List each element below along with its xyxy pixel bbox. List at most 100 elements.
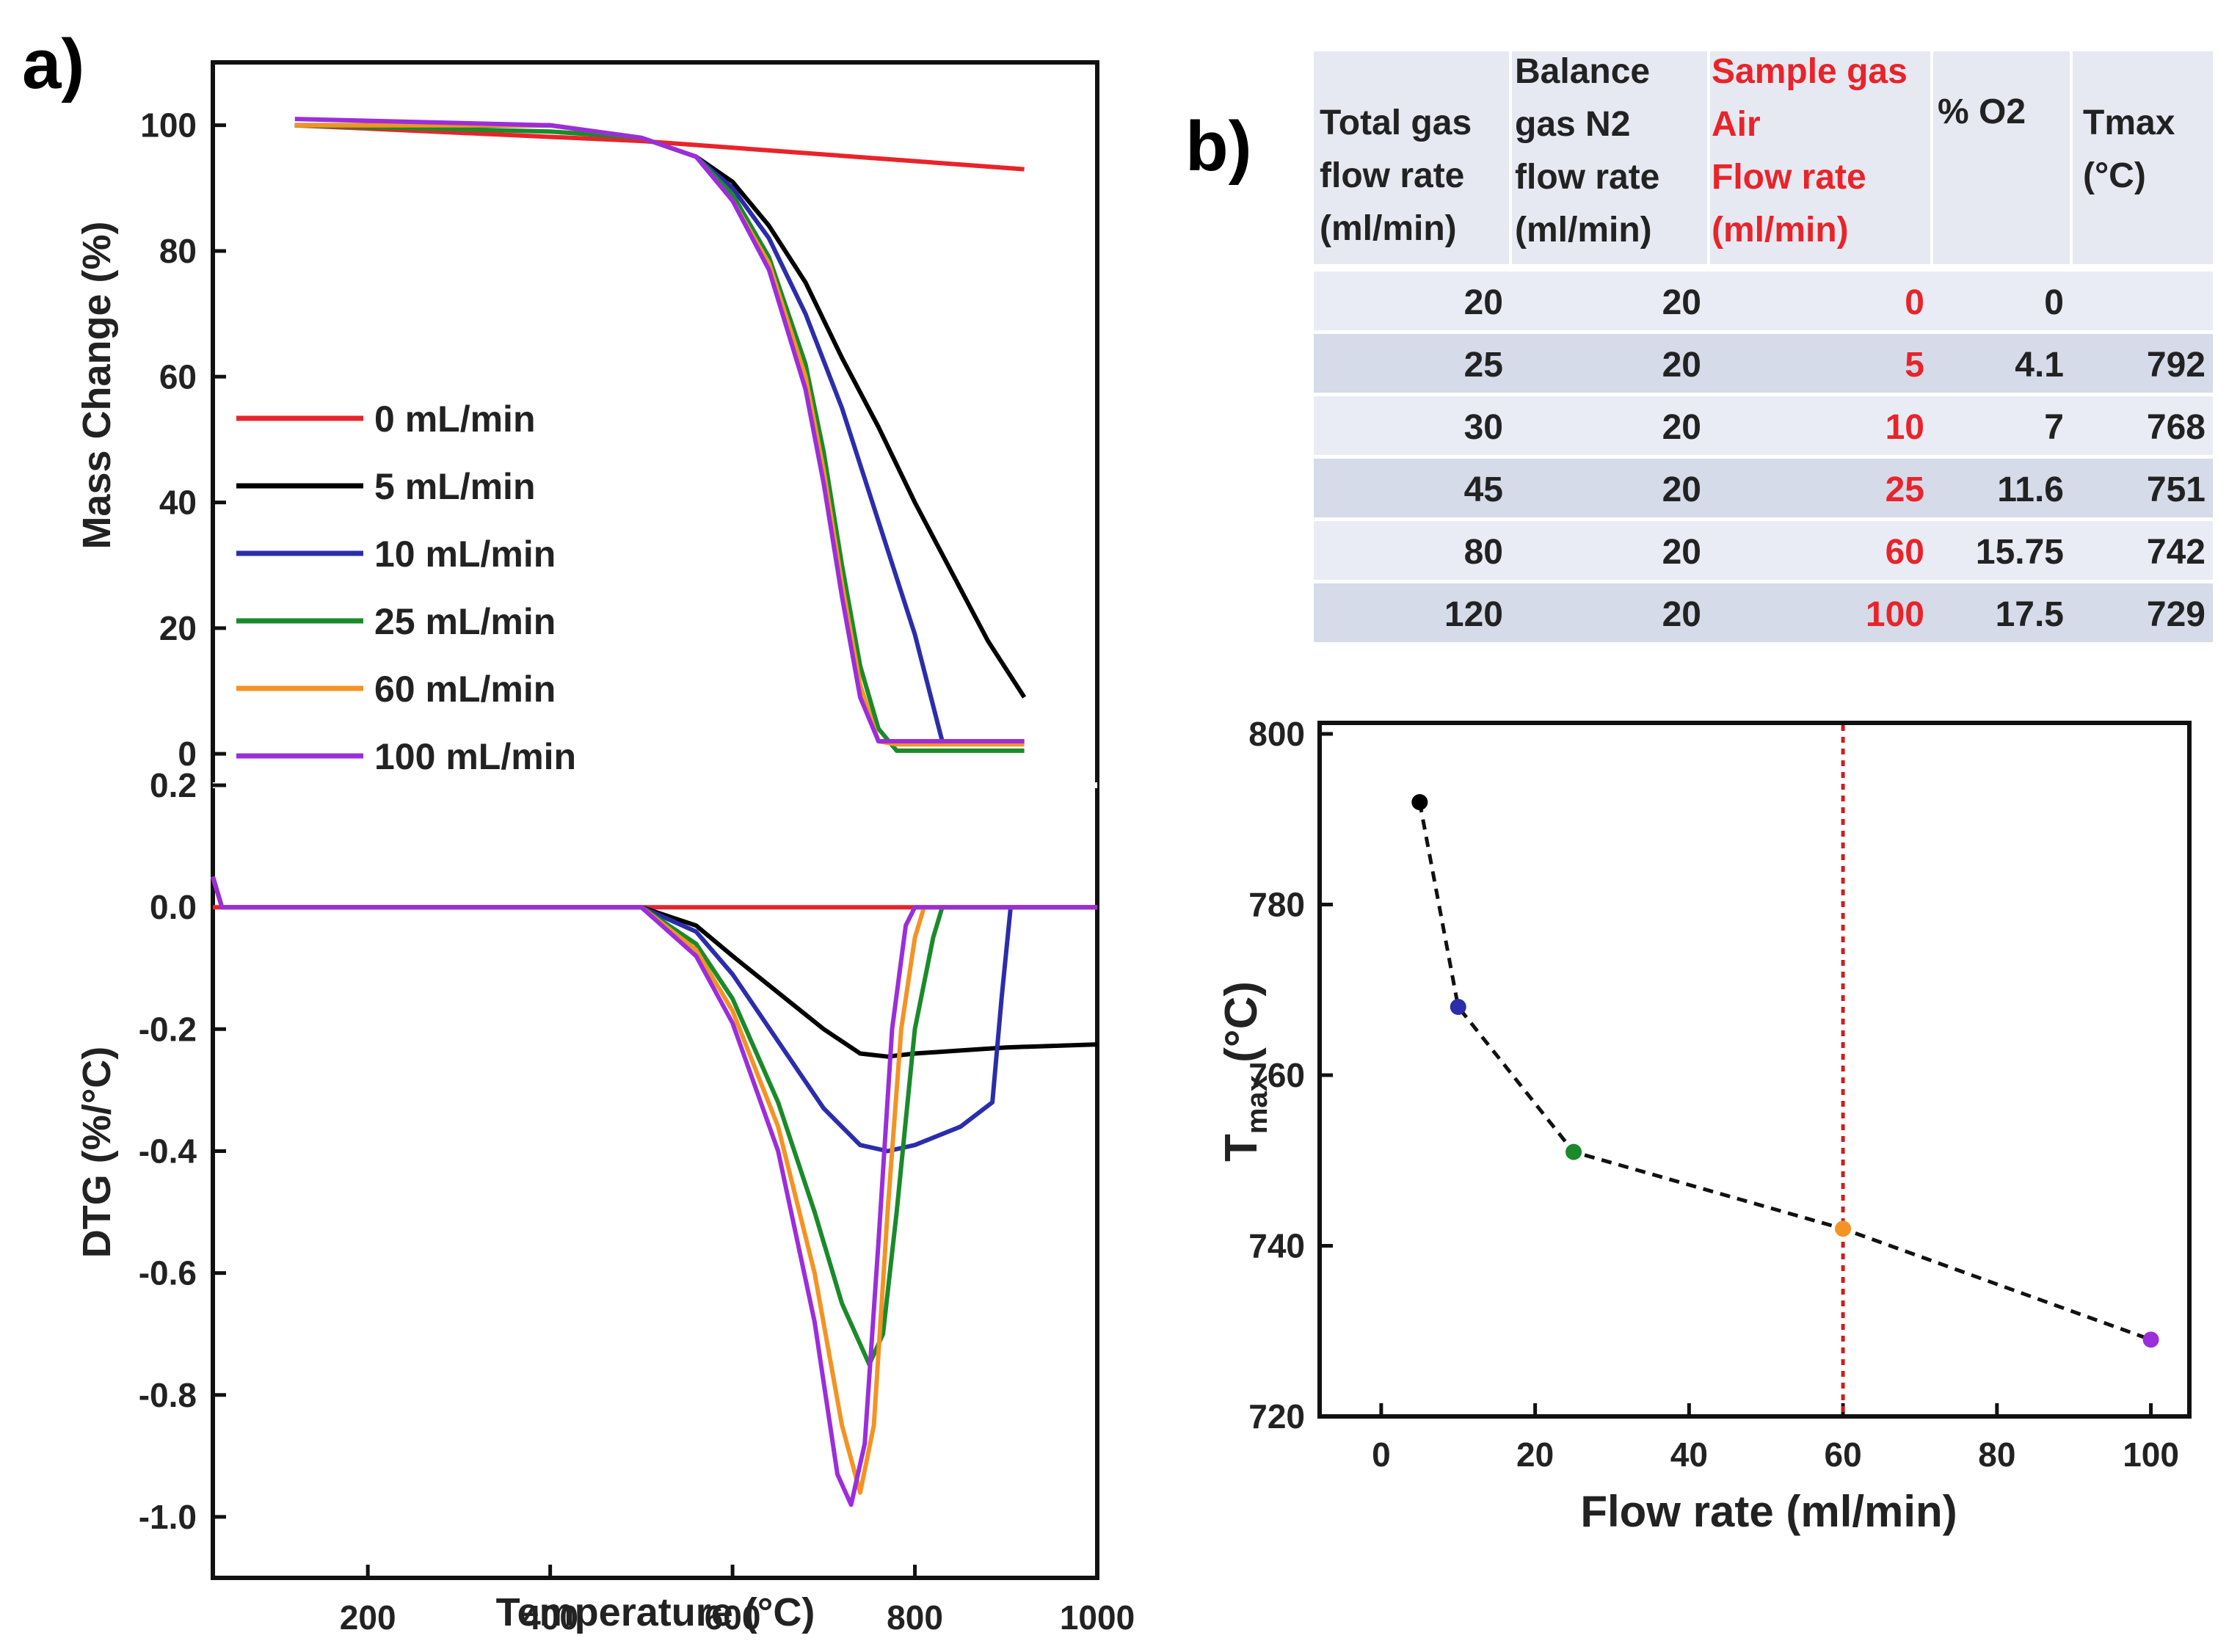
- table-cell-r1-c1: 20: [1662, 346, 1701, 385]
- dtg-plot-area: [211, 876, 1098, 1507]
- table-header-bg: [1314, 51, 2213, 264]
- tg-y-tick-60: 60: [159, 357, 197, 396]
- tmax-point-5: [1411, 794, 1428, 810]
- table-header-sample-line: Flow rate: [1712, 158, 1866, 197]
- legend-label-60-ml-min: 60 mL/min: [374, 669, 556, 710]
- tmax-x-tick-60: 60: [1825, 1436, 1862, 1474]
- tg-y-tick-20: 20: [159, 609, 197, 647]
- dtg-series-100-ml-min: [211, 876, 1097, 1507]
- table-cell-r2-c1: 20: [1662, 408, 1701, 447]
- table-cell-r2-c0: 30: [1464, 408, 1503, 447]
- dtg-y-axis: 0.2 0.0 -0.2 -0.4 -0.6 -0.8 -1.0: [139, 766, 226, 1536]
- table-cell-r2-c3: 7: [2044, 408, 2064, 447]
- tmax-y-tick-760: 760: [1248, 1056, 1305, 1094]
- table-row-bg: [1314, 396, 2213, 455]
- table-cell-r3-c1: 20: [1662, 470, 1701, 509]
- tmax-y-tick-720: 720: [1248, 1397, 1305, 1436]
- table-cell-r0-c1: 20: [1662, 283, 1701, 322]
- dtg-x-tick-1000: 1000: [1060, 1598, 1135, 1637]
- dtg-y-tick-0-2: -0.2: [139, 1010, 197, 1048]
- tmax-x-tick-0: 0: [1372, 1436, 1391, 1474]
- table-cell-r5-c1: 20: [1662, 595, 1701, 634]
- tg-series-100-ml-min: [294, 117, 1025, 743]
- table-cell-r2-c2: 10: [1886, 408, 1924, 447]
- table-cell-r1-c0: 25: [1464, 346, 1503, 385]
- tmax-point-100: [2142, 1331, 2159, 1348]
- table-cell-r4-c1: 20: [1662, 533, 1701, 572]
- table-header-sample-line: Sample gas: [1712, 52, 1908, 91]
- table-cell-r3-c3: 11.6: [1997, 470, 2064, 509]
- tmax-x-tick-20: 20: [1516, 1436, 1554, 1474]
- table-row-bg: [1314, 459, 2213, 517]
- tmax-point-10: [1450, 999, 1466, 1015]
- dtg-x-tick-400: 400: [522, 1598, 578, 1637]
- table-row-bg: [1314, 521, 2213, 580]
- tg-legend: 0 mL/min 5 mL/min 10 mL/min 25 mL/min 60 mL/…: [236, 399, 576, 777]
- tg-y-tick-40: 40: [159, 484, 197, 522]
- table-cell-r0-c3: 0: [2044, 283, 2064, 322]
- table-cell-r3-c2: 25: [1886, 470, 1924, 509]
- table-header-balance-line: (ml/min): [1515, 211, 1652, 250]
- dtg-x-tick-800: 800: [887, 1598, 943, 1637]
- dtg-y-axis-title: DTG (%/°C): [75, 1047, 119, 1259]
- dtg-x-tick-600: 600: [705, 1598, 761, 1637]
- dtg-x-tick-200: 200: [340, 1598, 396, 1637]
- table-cell-r1-c2: 5: [1905, 346, 1924, 385]
- tmax-x-tick-100: 100: [2123, 1436, 2179, 1474]
- legend-label-100-ml-min: 100 mL/min: [374, 736, 576, 777]
- panel-a-frame: [211, 60, 1099, 1580]
- table-cell-r2-c4: 768: [2147, 408, 2206, 447]
- table-cell-r4-c2: 60: [1886, 533, 1924, 572]
- table-row-bg: [1314, 334, 2213, 393]
- dtg-x-axis: 200 400 600 800 1000: [340, 1565, 1135, 1637]
- legend-label-5-ml-min: 5 mL/min: [374, 466, 535, 507]
- table-header-sample-line: (ml/min): [1712, 211, 1849, 250]
- dtg-y-tick-0-8: -0.8: [139, 1376, 197, 1414]
- tg-y-tick-100: 100: [140, 106, 197, 145]
- table-cell-r0-c0: 20: [1464, 283, 1503, 322]
- tg-y-axis-title: Mass Change (%): [75, 221, 119, 549]
- tmax-point-60: [1835, 1220, 1852, 1237]
- table-cell-r5-c3: 17.5: [1996, 595, 2064, 634]
- tmax-plot-area: [1411, 725, 2159, 1416]
- panel-label-a: a): [22, 25, 84, 103]
- table-header-total-line: flow rate: [1320, 156, 1464, 195]
- table-header-balance-line: gas N2: [1515, 105, 1630, 144]
- table-cell-r1-c3: 4.1: [2015, 346, 2064, 385]
- table-row-bg: [1314, 583, 2213, 642]
- tg-plot-area: [294, 117, 1027, 753]
- legend-label-25-ml-min: 25 mL/min: [374, 601, 556, 642]
- table-cell-r5-c2: 100: [1866, 595, 1924, 634]
- tg-y-tick-0: 0: [178, 735, 197, 773]
- dtg-y-tick-0-0: 0.0: [150, 888, 197, 926]
- tmax-y-tick-780: 780: [1248, 886, 1305, 924]
- dtg-x-axis-title: Temperature (°C): [496, 1590, 815, 1634]
- tmax-plot-frame: [1317, 721, 2192, 1419]
- table-cell-r0-c2: 0: [1905, 283, 1924, 322]
- table-header-tmax-line: Tmax: [2083, 103, 2175, 142]
- dtg-y-tick-0-4: -0.4: [139, 1132, 197, 1170]
- table-cell-r3-c4: 751: [2147, 470, 2206, 509]
- table-cell-r3-c0: 45: [1464, 470, 1503, 509]
- tg-y-tick-80: 80: [159, 232, 197, 270]
- tg-y-axis: 0 20 40 60 80 100: [140, 106, 226, 773]
- tmax-x-tick-40: 40: [1670, 1436, 1708, 1474]
- table-cell-r1-c4: 792: [2147, 346, 2206, 385]
- tmax-axes: 0 20 40 60 80 100 720 740 760 780 800: [1248, 715, 2179, 1474]
- panel-label-b: b): [1185, 107, 1252, 186]
- dtg-series-10-ml-min: [211, 876, 1097, 1154]
- tmax-x-axis-title: Flow rate (ml/min): [1580, 1487, 1957, 1536]
- table-header-sample-line: Air: [1712, 105, 1761, 144]
- dtg-y-tick-0-6: -0.6: [139, 1254, 197, 1292]
- table-header-tmax-line: (°C): [2083, 156, 2146, 195]
- table-header-balance-line: Balance: [1515, 52, 1650, 91]
- tmax-y-tick-740: 740: [1248, 1227, 1305, 1265]
- table-cell-r4-c4: 742: [2147, 533, 2206, 572]
- table-header-total-line: (ml/min): [1320, 209, 1457, 248]
- dtg-y-tick-1-0: -1.0: [139, 1498, 197, 1536]
- table-cell-r5-c4: 729: [2147, 595, 2206, 634]
- table-cell-r5-c0: 120: [1444, 595, 1503, 634]
- tmax-y-tick-800: 800: [1248, 715, 1305, 753]
- tmax-y-axis-title: Tmax (°C): [1216, 981, 1273, 1162]
